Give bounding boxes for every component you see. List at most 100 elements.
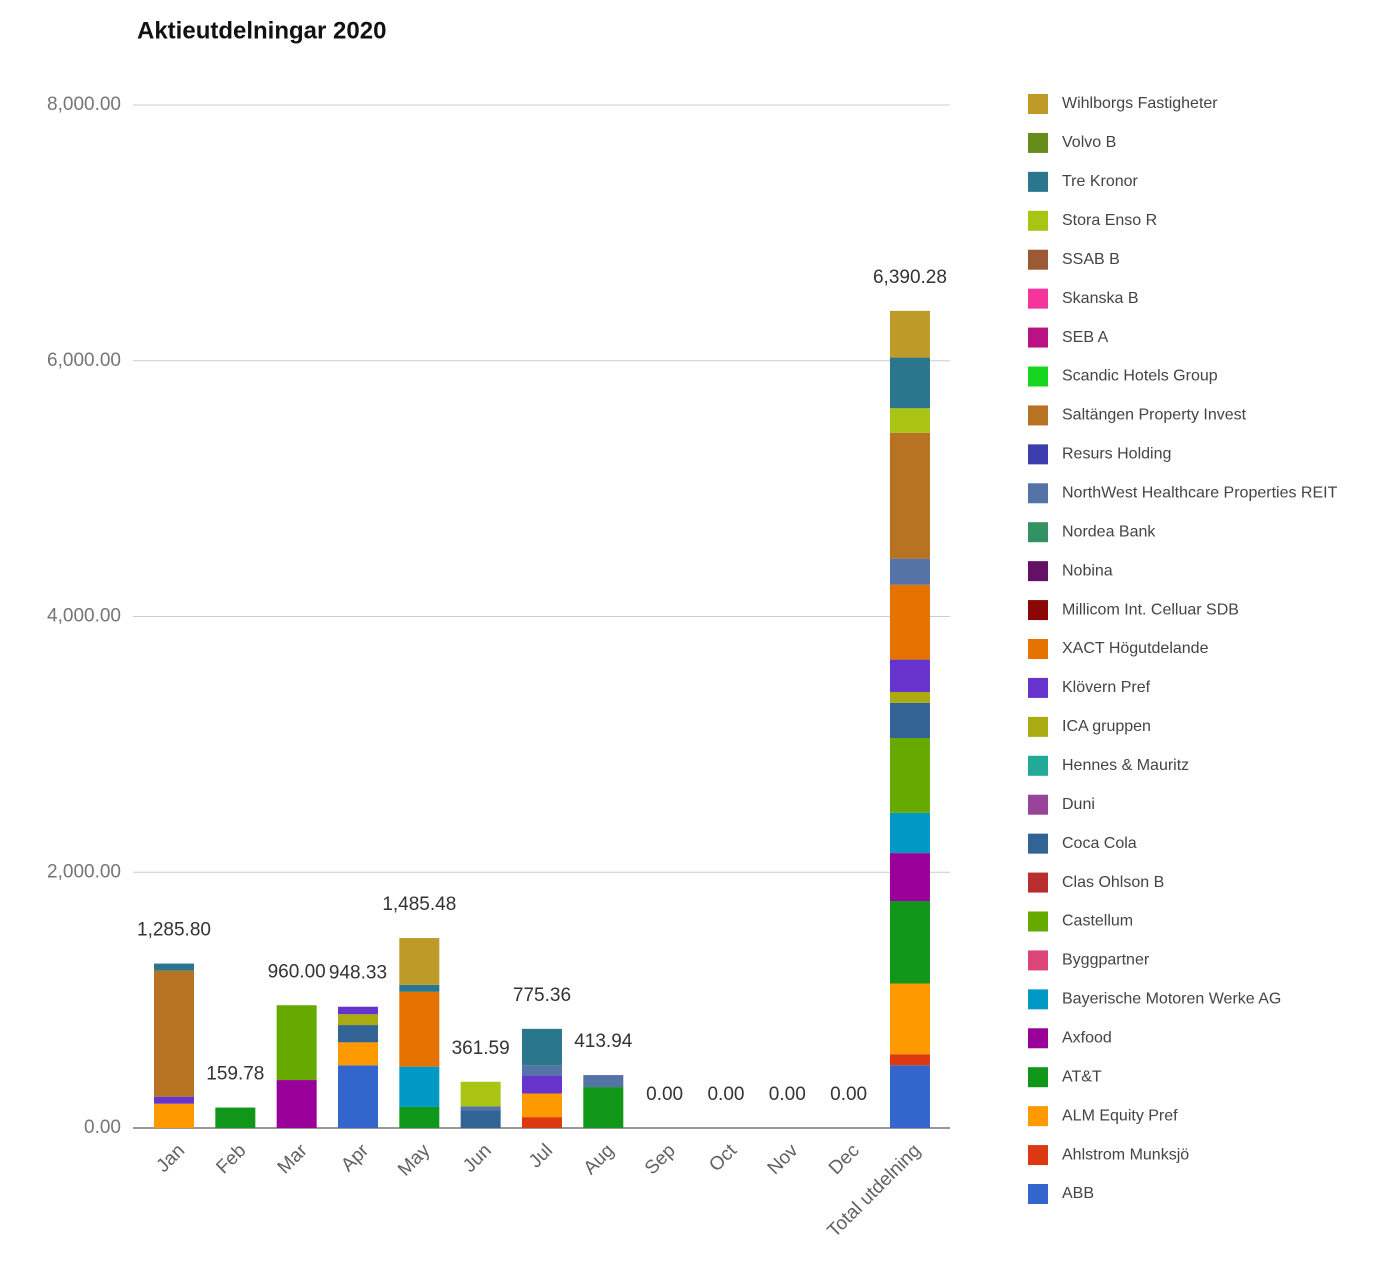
y-tick-label: 2,000.00	[47, 861, 121, 882]
total-label: 0.00	[830, 1084, 867, 1105]
bar-segment	[276, 1005, 317, 1081]
legend-label: Bayerische Motoren Werke AG	[1062, 991, 1281, 1008]
legend-swatch	[1028, 911, 1048, 932]
legend-swatch	[1028, 132, 1048, 153]
total-label: 775.36	[513, 985, 571, 1006]
bar-segment	[154, 1096, 194, 1104]
bar-segment	[583, 1087, 624, 1128]
legend-label: Ahlstrom Munksjö	[1062, 1146, 1189, 1163]
legend-swatch	[1028, 522, 1048, 543]
bar-segment	[337, 1006, 378, 1015]
total-label: 413.94	[574, 1031, 633, 1052]
bar-segment	[889, 853, 930, 902]
legend-label: ALM Equity Pref	[1062, 1107, 1178, 1124]
bar-segment	[889, 901, 930, 984]
total-label: 0.00	[707, 1084, 744, 1105]
legend-label: Byggpartner	[1062, 952, 1150, 969]
legend-swatch	[1028, 444, 1048, 465]
legend-swatch	[1028, 1145, 1048, 1166]
legend-swatch	[1028, 716, 1048, 737]
legend-swatch	[1028, 1184, 1048, 1204]
legend-label: Castellum	[1062, 913, 1133, 930]
legend-label: XACT Högutdelande	[1062, 640, 1209, 657]
legend-swatch	[1028, 171, 1048, 192]
total-label: 960.00	[268, 961, 326, 982]
bar-segment	[215, 1107, 256, 1128]
bar-segment	[889, 691, 930, 703]
bar-segment	[337, 1065, 378, 1128]
bar-segment	[889, 310, 930, 358]
bar-segment	[521, 1028, 562, 1066]
legend-swatch	[1028, 1106, 1048, 1127]
legend-swatch	[1028, 1067, 1048, 1088]
legend-label: Volvo B	[1062, 134, 1116, 151]
bar-segment	[399, 938, 440, 985]
legend-swatch	[1028, 872, 1048, 893]
legend-label: Klövern Pref	[1062, 679, 1151, 696]
bar-segment	[889, 983, 930, 1055]
bar-segment	[337, 1014, 378, 1026]
legend-swatch	[1028, 950, 1048, 971]
total-label: 0.00	[769, 1084, 806, 1105]
legend-label: Millicom Int. Celluar SDB	[1062, 601, 1239, 618]
bar-segment	[889, 408, 930, 433]
bar-segment	[889, 1065, 930, 1128]
legend-label: Axfood	[1062, 1030, 1112, 1047]
legend-swatch	[1028, 327, 1048, 348]
bar-segment	[889, 738, 930, 813]
legend-label: ICA gruppen	[1062, 718, 1151, 735]
legend-swatch	[1028, 483, 1048, 504]
bar-segment	[399, 991, 440, 1067]
legend-label: Skanska B	[1062, 290, 1138, 307]
legend-label: ABB	[1062, 1185, 1094, 1202]
legend-label: Stora Enso R	[1062, 212, 1157, 229]
bar-segment	[276, 1080, 317, 1128]
total-label: 159.78	[206, 1064, 264, 1085]
legend-swatch	[1028, 677, 1048, 698]
legend-label: Saltängen Property Invest	[1062, 407, 1247, 424]
legend-label: Duni	[1062, 796, 1095, 813]
bar-segment	[521, 1075, 562, 1094]
bar-segment	[521, 1065, 562, 1076]
bar-segment	[460, 1106, 501, 1111]
bar-segment	[889, 812, 930, 854]
legend-label: AT&T	[1062, 1068, 1102, 1085]
legend-label: NorthWest Healthcare Properties REIT	[1062, 485, 1338, 502]
bar-segment	[521, 1117, 562, 1128]
y-tick-label: 6,000.00	[47, 350, 121, 371]
bar-segment	[460, 1081, 501, 1107]
bar-segment	[399, 1106, 440, 1128]
legend-label: Wihlborgs Fastigheter	[1062, 95, 1218, 112]
legend-label: Tre Kronor	[1062, 173, 1139, 190]
total-label: 0.00	[646, 1084, 683, 1105]
bar-segment	[889, 1054, 930, 1066]
legend-label: SEB A	[1062, 329, 1109, 346]
legend-swatch	[1028, 1028, 1048, 1049]
legend-label: Resurs Holding	[1062, 446, 1171, 463]
bar-segment	[154, 1103, 194, 1128]
legend-label: Nobina	[1062, 562, 1113, 579]
bar-segment	[399, 984, 440, 992]
legend-swatch	[1028, 833, 1048, 854]
bar-segment	[889, 558, 930, 585]
legend-swatch	[1028, 366, 1048, 387]
legend-swatch	[1028, 755, 1048, 776]
bar-segment	[889, 432, 930, 559]
legend-swatch	[1028, 561, 1048, 582]
bar-segment	[583, 1075, 624, 1088]
legend-label: Clas Ohlson B	[1062, 874, 1164, 891]
legend-swatch	[1028, 249, 1048, 270]
legend-swatch	[1028, 94, 1048, 114]
legend-swatch	[1028, 989, 1048, 1010]
legend-swatch	[1028, 288, 1048, 309]
bar-segment	[889, 659, 930, 692]
bar-segment	[889, 584, 930, 660]
total-label: 6,390.28	[873, 267, 947, 288]
bar-segment	[889, 702, 930, 739]
legend-label: Coca Cola	[1062, 835, 1137, 852]
legend-label: Scandic Hotels Group	[1062, 368, 1218, 385]
y-tick-label: 4,000.00	[47, 606, 121, 627]
legend-swatch	[1028, 639, 1048, 659]
total-label: 1,285.80	[137, 920, 211, 941]
y-tick-label: 0.00	[84, 1117, 121, 1138]
